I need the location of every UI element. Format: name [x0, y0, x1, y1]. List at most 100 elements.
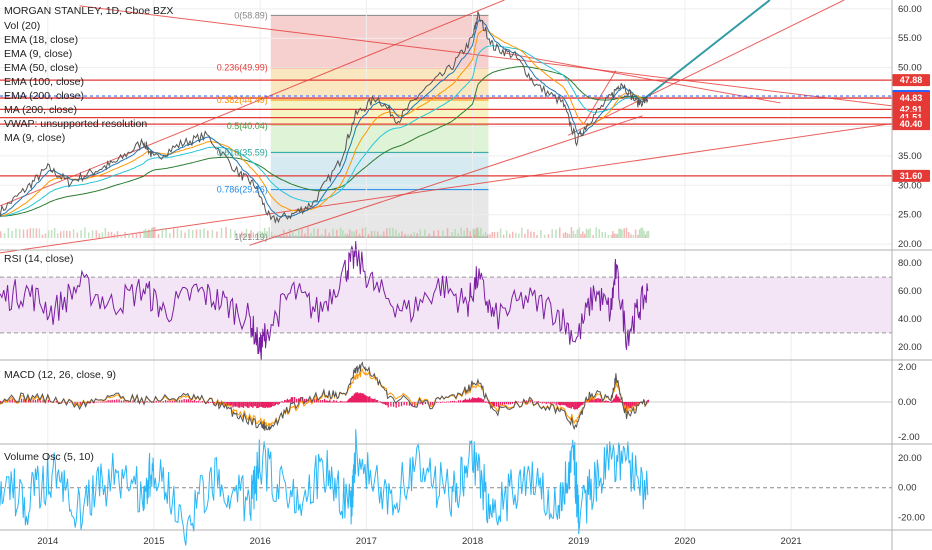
volume-bar [95, 230, 98, 238]
macd-histogram-bar [564, 402, 566, 406]
macd-histogram-bar [11, 399, 13, 403]
volume-bar [69, 231, 71, 238]
volume-bar [383, 231, 385, 238]
volume-bar [104, 228, 107, 238]
macd-histogram-bar [597, 398, 599, 403]
price-axis[interactable]: 60.0055.0050.0045.0040.0035.0030.0025.00… [892, 0, 932, 530]
macd-histogram-bar [134, 401, 137, 403]
price-tick-label: 25.00 [898, 210, 922, 221]
price-tick-label: 55.00 [898, 33, 922, 44]
volume-bar [139, 231, 142, 238]
macd-histogram-bar [619, 399, 621, 403]
legend-ma-9: MA (9, close) [4, 132, 65, 144]
price-panel[interactable]: 0(58.89) 0.236(49.99) 0.382(44.49) 0.5(40.0… [0, 0, 932, 530]
volume-bar [84, 227, 86, 238]
volume-bar [107, 231, 110, 238]
volume-bar [518, 233, 520, 238]
rsi-panel[interactable]: RSI (14, close) 80.00 60.00 40.00 20.00 [0, 241, 922, 361]
macd-histogram-bar [356, 392, 358, 403]
macd-histogram-bar [116, 399, 118, 403]
macd-histogram-bar [513, 402, 515, 404]
macd-histogram-bar [87, 402, 89, 404]
macd-histogram-bar [263, 402, 265, 408]
macd-histogram-bar [230, 402, 233, 406]
volume-osc-panel[interactable]: Volume Osc (5, 10) 20.00 0.00 -20.00 [0, 429, 925, 546]
rsi-axis[interactable]: 80.00 60.00 40.00 20.00 [898, 258, 922, 353]
trend-line [79, 5, 893, 107]
macd-histogram-bar [346, 401, 348, 403]
macd-histogram-bar [438, 402, 440, 403]
macd-histogram-bar [111, 399, 113, 403]
volume-bar [475, 234, 478, 238]
time-axis[interactable]: 2014 2015 2016 2017 2018 2019 2020 2021 [37, 536, 801, 547]
volume-bar [628, 232, 630, 238]
volume-bar [437, 230, 440, 238]
horizontal-levels[interactable] [0, 79, 892, 177]
volume-osc-tick-label: -20.00 [898, 513, 925, 524]
price-tick-label: 20.00 [898, 239, 922, 250]
volume-bar [120, 234, 123, 238]
macd-histogram-bar [350, 397, 352, 403]
volume-bar [595, 227, 597, 238]
macd-histogram-bar [408, 402, 411, 406]
macd-histogram-bar [588, 399, 590, 403]
fib-zone [270, 15, 489, 68]
macd-tick-label: 0.00 [898, 397, 917, 408]
macd-histogram-bar [484, 402, 487, 403]
macd-histogram-bar [509, 402, 512, 405]
volume-osc-series [0, 429, 649, 546]
macd-panel[interactable]: MACD (12, 26, close, 9) 2.00 0.00 -2.00 [0, 361, 920, 443]
macd-axis[interactable]: 2.00 0.00 -2.00 [898, 362, 920, 443]
macd-histogram-bar [363, 394, 366, 403]
macd-histogram-bar [313, 399, 316, 403]
volume-bar [113, 233, 116, 238]
macd-histogram-bar [444, 402, 446, 403]
macd-histogram-bar [262, 402, 264, 408]
macd-histogram-bar [574, 402, 576, 410]
macd-histogram-bar [364, 395, 366, 403]
volume-bar [562, 233, 565, 238]
macd-histogram-bar [365, 395, 367, 403]
fibonacci-labels: 0(58.89) 0.236(49.99) 0.382(44.49) 0.5(40.0… [217, 10, 268, 242]
volume-osc-axis[interactable]: 20.00 0.00 -20.00 [898, 453, 925, 524]
time-tick-label: 2017 [356, 536, 377, 547]
volume-bar [101, 232, 104, 238]
rsi-tick-label: 80.00 [898, 258, 922, 269]
volume-bar [578, 227, 580, 238]
macd-histogram-bar [465, 400, 468, 403]
macd-histogram-bar [635, 402, 638, 407]
macd-histogram-bar [601, 399, 603, 403]
macd-histogram-bar [376, 400, 379, 403]
volume-bar [496, 231, 499, 238]
volume-bar [234, 230, 236, 238]
price-line [0, 11, 649, 225]
macd-histogram-bar [141, 401, 143, 403]
macd-histogram-bar [590, 398, 592, 403]
volume-bar [298, 227, 300, 238]
macd-histogram-bar [63, 401, 66, 403]
volume-bar [76, 232, 79, 238]
volume-bar [521, 227, 523, 238]
macd-histogram-bar [197, 400, 200, 403]
macd-histogram-bar [193, 399, 196, 403]
macd-histogram-bar [245, 402, 247, 407]
volume-bar [392, 227, 394, 238]
macd-histogram-bar [32, 399, 34, 403]
macd-histogram-bar [424, 402, 427, 405]
macd-histogram-bar [501, 402, 504, 405]
macd-histogram-bar [543, 402, 545, 404]
volume-bar [395, 229, 397, 238]
macd-histogram-bar [285, 400, 287, 403]
macd-histogram-bar [476, 397, 479, 403]
macd-histogram-bar [555, 402, 557, 406]
volume-bar [407, 234, 409, 238]
macd-histogram-bar [101, 401, 103, 403]
macd-histogram-bar [645, 401, 647, 403]
macd-histogram-bar [466, 399, 469, 403]
macd-histogram-bar [453, 400, 456, 403]
macd-histogram-bar [266, 402, 268, 407]
macd-histogram-bar [398, 402, 400, 407]
macd-histogram-bar [621, 402, 623, 404]
volume-bar [547, 234, 550, 238]
volume-bar [261, 231, 264, 238]
